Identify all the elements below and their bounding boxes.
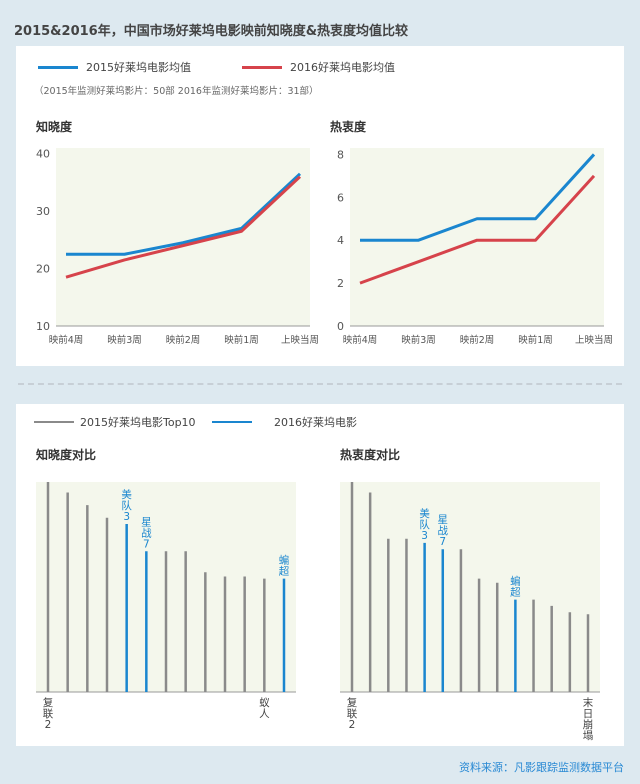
section-divider: [18, 383, 622, 385]
bar-bottom-label: 末日崩塌: [583, 696, 594, 742]
x-tick-label: 上映当周: [575, 334, 613, 346]
y-tick-label: 20: [36, 263, 50, 276]
series-line: [360, 153, 596, 242]
bar-label: 星战 7: [438, 514, 449, 548]
series-line: [65, 175, 302, 279]
series-line: [359, 174, 596, 285]
bar-label: 星战 7: [141, 516, 152, 550]
bar-label: 蝙超: [510, 575, 521, 599]
legend-2016-line: [242, 66, 282, 69]
y-tick-label: 6: [337, 191, 344, 204]
bar-bottom-label: 复联 2: [43, 696, 54, 731]
bar-label: 美队 3: [419, 507, 430, 542]
legend-top10-line: [34, 421, 74, 423]
enthusiasm-bar-title: 热衷度对比: [340, 448, 401, 462]
awareness-line-chart: 10 20 30 40 映前4周 映前3周 映前2周 映前1周 上映当周: [36, 148, 319, 346]
x-tick-label: 映前1周: [224, 334, 259, 346]
x-tick-label: 映前2周: [460, 334, 495, 346]
bar-label: 美队 3: [121, 488, 132, 523]
legend-top10-label: 2015好莱坞电影Top10: [80, 416, 196, 429]
series-line: [66, 172, 302, 256]
bar-label: 蝙超: [279, 554, 290, 578]
y-tick-label: 0: [337, 320, 344, 333]
x-tick-label: 映前1周: [518, 334, 553, 346]
plot-area: [340, 482, 600, 692]
legend-2016-bar-label: 2016好莱坞电影: [274, 416, 357, 429]
x-tick-label: 映前3周: [107, 334, 142, 346]
legend-note: （2015年监测好莱坞影片：50部 2016年监测好莱坞影片：31部）: [34, 86, 319, 97]
plot-area: [350, 148, 604, 326]
legend-2016-label: 2016好莱坞电影均值: [290, 61, 395, 74]
y-tick-label: 30: [36, 205, 50, 218]
page-title: 2015&2016年，中国市场好莱坞电影映前知晓度&热衷度均值比较: [14, 24, 409, 39]
legend-2015-line: [38, 66, 78, 69]
x-tick-label: 映前4周: [343, 334, 378, 346]
y-tick-label: 8: [337, 148, 344, 161]
legend-2016-bar-line: [212, 421, 252, 423]
y-tick-label: 40: [36, 148, 50, 161]
x-tick-label: 映前2周: [166, 334, 201, 346]
y-tick-label: 4: [337, 234, 344, 247]
legend-2015-label: 2015好莱坞电影均值: [86, 61, 191, 74]
enthusiasm-line-title: 热衷度: [330, 120, 367, 134]
awareness-bar-chart: 复联 2 美队 3 星战 7 蚁人 蝙超: [36, 482, 296, 731]
plot-area: [56, 148, 310, 326]
enthusiasm-line-chart: 0 2 4 6 8 映前4周 映前3周 映前2周 映前1周 上映当周: [337, 148, 613, 346]
x-tick-label: 上映当周: [281, 334, 319, 346]
bar-bottom-label: 蚁人: [259, 697, 270, 720]
x-tick-label: 映前4周: [49, 334, 84, 346]
x-tick-label: 映前3周: [401, 334, 436, 346]
y-tick-label: 10: [36, 320, 50, 333]
awareness-line-title: 知晓度: [36, 120, 73, 134]
y-tick-label: 2: [337, 277, 344, 290]
awareness-bar-title: 知晓度对比: [36, 448, 97, 462]
source-note: 资料来源：凡影跟踪监测数据平台: [459, 761, 624, 774]
bar-bottom-label: 复联 2: [347, 696, 358, 731]
